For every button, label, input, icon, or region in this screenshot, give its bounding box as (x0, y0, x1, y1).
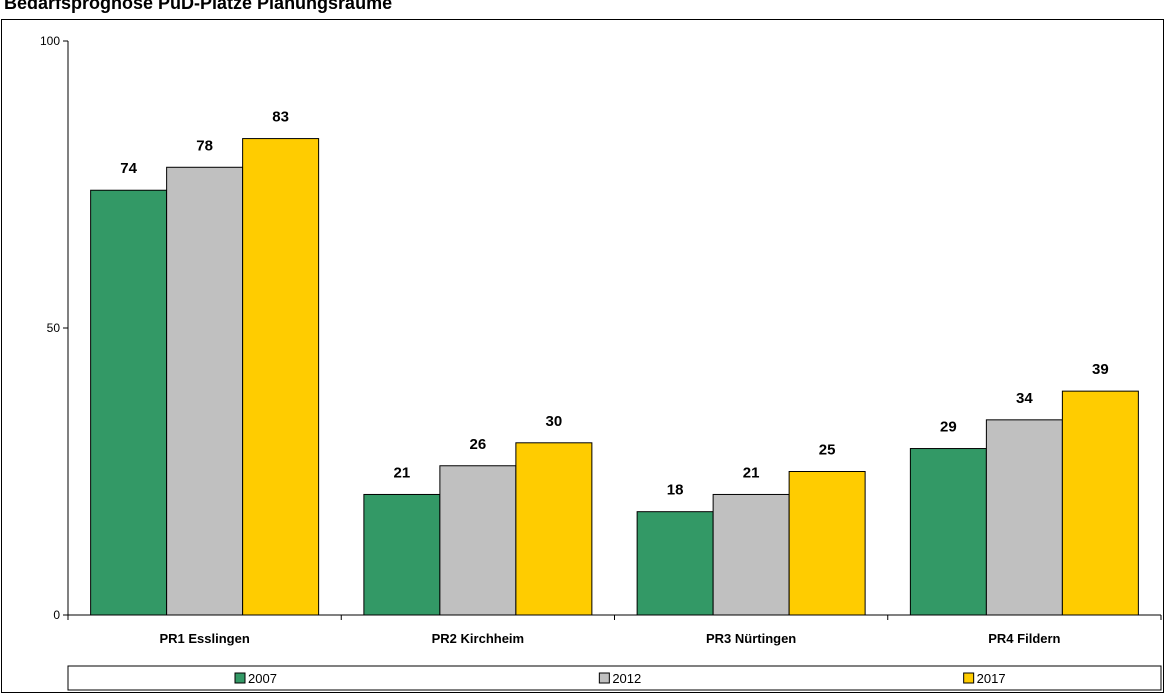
data-label: 34 (1016, 390, 1033, 407)
bar (909, 448, 987, 616)
bar (712, 493, 790, 616)
chart-data-labels: 74 78 83 21 26 30 18 21 25 29 34 39 (120, 109, 1108, 499)
bar (636, 511, 714, 616)
legend-label: 2012 (612, 671, 641, 686)
legend-label: 2007 (248, 671, 277, 686)
chart-bars (90, 138, 1139, 616)
y-tick-label: 0 (53, 608, 60, 622)
legend-swatch (963, 672, 975, 684)
bar (242, 138, 320, 616)
x-category-label: PR2 Kirchheim (432, 631, 524, 646)
bar (985, 419, 1063, 616)
y-tick-label: 100 (40, 34, 60, 48)
data-label: 30 (546, 413, 563, 430)
bar (788, 471, 866, 616)
x-category-label: PR4 Fildern (988, 631, 1060, 646)
data-label: 29 (940, 419, 957, 436)
chart-axes: 0 50 100 PR1 Esslingen PR2 Kirchheim PR3 Nürt… (40, 34, 1162, 646)
chart-title: Bedarfsprognose PuD-Plätze Planungsräume (4, 0, 393, 13)
bar (439, 465, 517, 616)
data-label: 74 (120, 160, 137, 177)
bar (363, 493, 441, 616)
x-category-label: PR1 Esslingen (159, 631, 249, 646)
chart-legend: 2007 2012 2017 (67, 665, 1162, 691)
data-label: 21 (743, 464, 760, 481)
legend-swatch (598, 672, 610, 684)
legend-label: 2017 (977, 671, 1006, 686)
bar (90, 189, 168, 616)
data-label: 25 (819, 442, 836, 459)
legend-box (67, 665, 1162, 691)
bar (515, 442, 593, 616)
bar (1061, 390, 1139, 616)
data-label: 83 (272, 109, 289, 126)
x-category-label: PR3 Nürtingen (706, 631, 796, 646)
legend-swatch (234, 672, 246, 684)
data-label: 21 (394, 464, 411, 481)
y-tick-label: 50 (47, 321, 61, 335)
data-label: 39 (1092, 361, 1109, 378)
data-label: 26 (470, 436, 487, 453)
chart-frame (1, 19, 1164, 693)
data-label: 78 (196, 137, 213, 154)
data-label: 18 (667, 482, 684, 499)
bar (166, 166, 244, 616)
